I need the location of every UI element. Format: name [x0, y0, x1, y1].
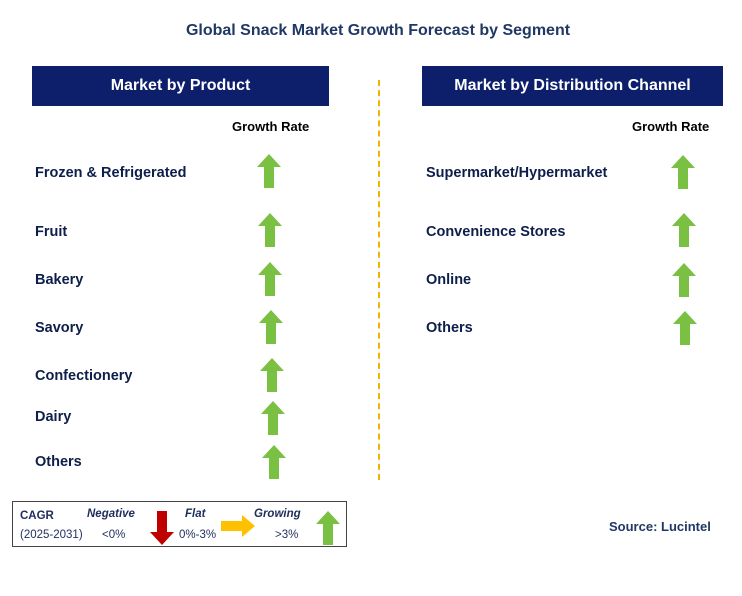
- legend-flat-label: Flat: [185, 508, 206, 520]
- up-arrow-icon: [258, 213, 282, 247]
- up-arrow-icon: [261, 401, 285, 435]
- up-arrow-icon: [258, 262, 282, 296]
- product-item-dairy: Dairy: [35, 409, 72, 425]
- legend-period: (2025-2031): [20, 529, 83, 541]
- up-arrow-icon: [672, 263, 696, 297]
- legend-flat-range: 0%-3%: [179, 529, 217, 541]
- source-note: Source: Lucintel: [609, 519, 711, 534]
- chart-title: Global Snack Market Growth Forecast by S…: [185, 22, 571, 39]
- down-arrow-icon: [150, 511, 174, 545]
- channel-panel-header-label: Market by Distribution Channel: [454, 77, 691, 94]
- product-growth-rate-header: Growth Rate: [232, 119, 310, 134]
- product-item-savory: Savory: [35, 320, 84, 336]
- legend-growing-range: >3%: [275, 529, 299, 541]
- legend-negative-range: <0%: [102, 529, 126, 541]
- legend-negative-label: Negative: [87, 508, 135, 520]
- channel-panel-header: Market by Distribution Channel: [422, 66, 723, 106]
- up-arrow-icon: [672, 213, 696, 247]
- product-panel-header-label: Market by Product: [110, 77, 251, 94]
- product-item-others: Others: [35, 454, 82, 470]
- channel-item-convenience-stores: Convenience Stores: [426, 224, 566, 240]
- right-arrow-icon: [221, 515, 255, 537]
- channel-item-online: Online: [426, 272, 472, 288]
- product-item-frozen-refrigerated: Frozen & Refrigerated: [35, 165, 187, 181]
- up-arrow-icon: [316, 511, 340, 545]
- up-arrow-icon: [257, 154, 281, 188]
- product-item-bakery: Bakery: [35, 272, 84, 288]
- up-arrow-icon: [673, 311, 697, 345]
- legend-growing-label: Growing: [254, 508, 301, 520]
- up-arrow-icon: [260, 358, 284, 392]
- product-item-confectionery: Confectionery: [35, 368, 133, 384]
- up-arrow-icon: [259, 310, 283, 344]
- channel-item-supermarket-hypermarket: Supermarket/Hypermarket: [426, 165, 608, 181]
- up-arrow-icon: [671, 155, 695, 189]
- cagr-legend: CAGR (2025-2031) Negative <0% Flat 0%-3%…: [12, 501, 347, 547]
- legend-cagr-label: CAGR: [20, 510, 54, 522]
- product-panel-header: Market by Product: [32, 66, 329, 106]
- channel-growth-rate-header: Growth Rate: [632, 119, 710, 134]
- up-arrow-icon: [262, 445, 286, 479]
- channel-item-others: Others: [426, 320, 473, 336]
- panel-divider: [378, 80, 380, 480]
- product-item-fruit: Fruit: [35, 224, 68, 240]
